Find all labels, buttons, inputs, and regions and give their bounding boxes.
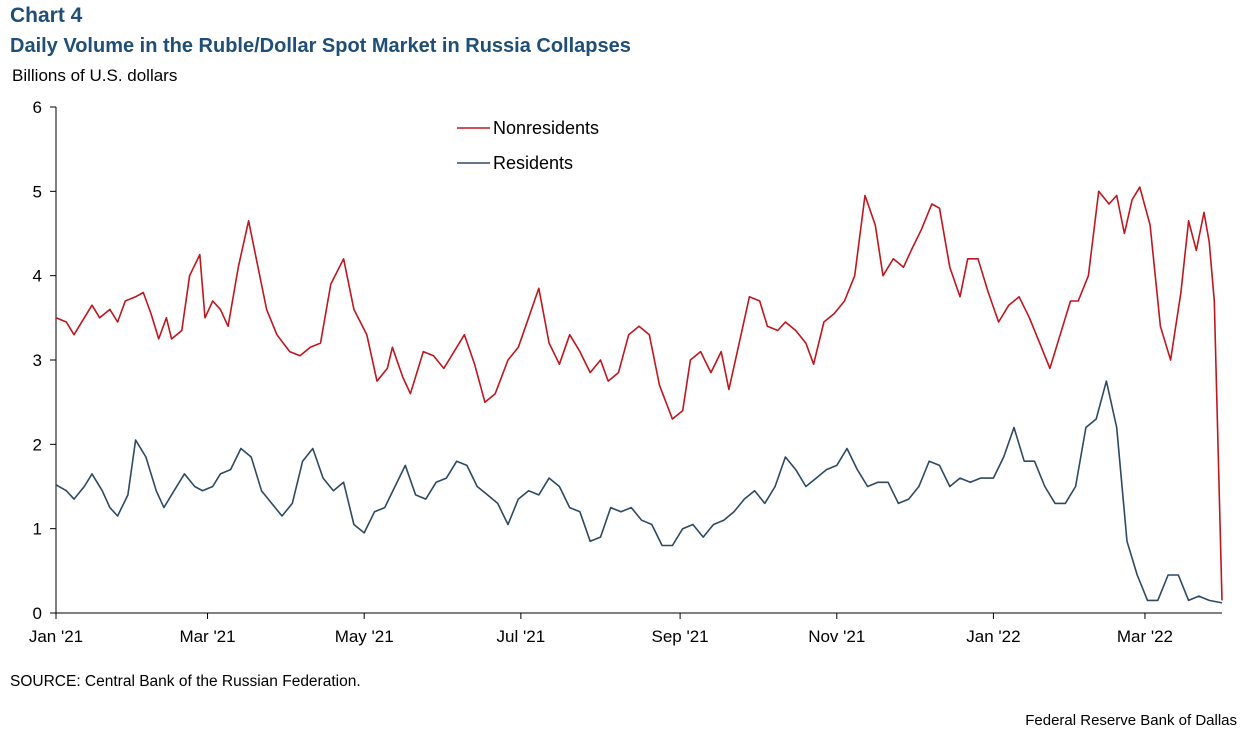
source-note: SOURCE: Central Bank of the Russian Fede… [10, 673, 361, 690]
y-axis-unit-label: Billions of U.S. dollars [12, 66, 178, 85]
axes: 0 1 2 3 4 5 6 Jan '21 Mar '21 May '21 Jul '21 Sep '… [29, 98, 1222, 646]
x-tick-label: Jan '21 [29, 627, 83, 646]
chart-title: Daily Volume in the Ruble/Dollar Spot Ma… [10, 35, 631, 57]
y-tick-label: 4 [33, 267, 42, 286]
legend-label-nonresidents: Nonresidents [493, 118, 599, 138]
x-tick-label: Jul '21 [497, 627, 546, 646]
legend-label-residents: Residents [493, 153, 573, 173]
series-line-nonresidents [55, 186, 1223, 601]
x-tick-label: Mar '21 [179, 627, 235, 646]
x-tick-label: Jan '22 [966, 627, 1020, 646]
x-tick-label: May '21 [335, 627, 394, 646]
series-layer [55, 186, 1223, 604]
y-tick-label: 5 [33, 182, 42, 201]
x-tick-label: Sep '21 [652, 627, 709, 646]
legend: Nonresidents Residents [457, 118, 599, 173]
y-tick-label: 3 [33, 351, 42, 370]
y-tick-label: 6 [33, 98, 42, 117]
chart-number: Chart 4 [10, 4, 83, 27]
series-line-residents [55, 380, 1223, 604]
x-tick-label: Mar '22 [1117, 627, 1173, 646]
x-tick-label: Nov '21 [808, 627, 865, 646]
y-tick-label: 1 [33, 520, 42, 539]
y-tick-label: 0 [33, 604, 42, 623]
y-tick-label: 2 [33, 435, 42, 454]
credit-line: Federal Reserve Bank of Dallas [1025, 712, 1237, 729]
